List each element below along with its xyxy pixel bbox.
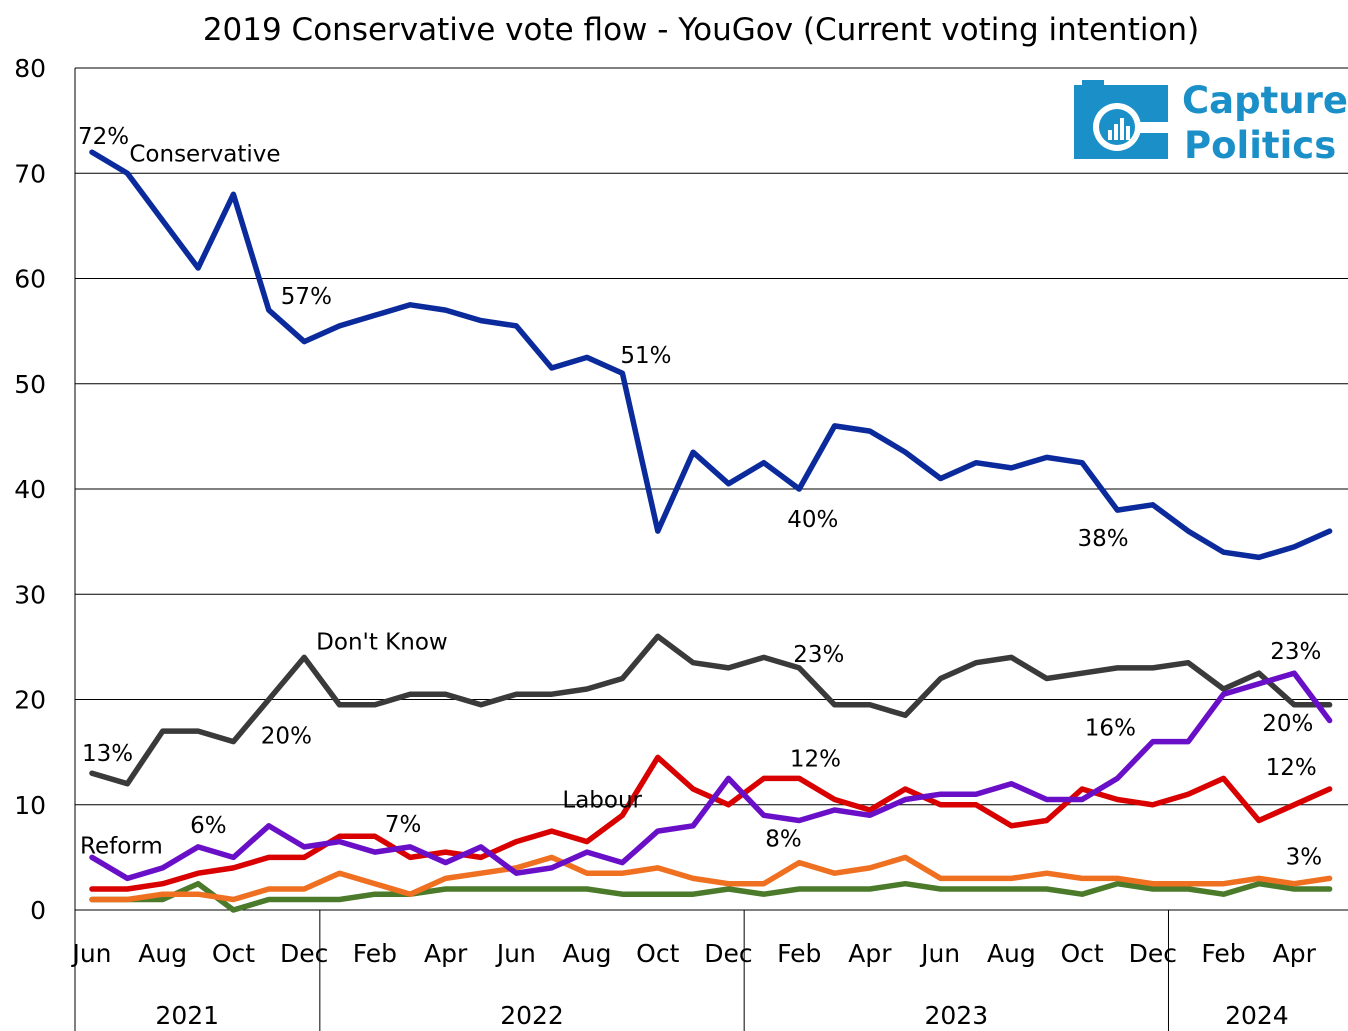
data-label: 13% xyxy=(82,741,133,767)
series-line-series-5 xyxy=(89,880,1333,913)
y-tick-label: 60 xyxy=(14,265,46,294)
x-tick-label: Apr xyxy=(424,939,468,968)
data-label: 23% xyxy=(1270,639,1321,665)
data-label: 23% xyxy=(793,642,844,668)
y-tick-label: 50 xyxy=(14,370,46,399)
data-label: 8% xyxy=(765,827,802,853)
x-tick-label: Aug xyxy=(138,939,187,968)
x-tick-label: Jun xyxy=(919,939,960,968)
logo: Capture Politics xyxy=(1074,79,1348,167)
x-tick-label: Feb xyxy=(1201,939,1245,968)
chart-title: 2019 Conservative vote flow - YouGov (Cu… xyxy=(203,12,1199,48)
series-line-labour xyxy=(89,754,1333,892)
y-tick-label: 30 xyxy=(14,580,46,609)
x-year-label: 2024 xyxy=(1225,1001,1289,1030)
data-label: 6% xyxy=(190,813,227,839)
y-tick-label: 10 xyxy=(14,791,46,820)
x-year-label: 2022 xyxy=(500,1001,564,1030)
series-lines xyxy=(89,149,1333,913)
data-label: 3% xyxy=(1286,844,1323,870)
data-label: 12% xyxy=(1266,755,1317,781)
data-label: 20% xyxy=(261,724,312,750)
data-label: Reform xyxy=(80,833,163,859)
x-tick-label: Apr xyxy=(1273,939,1317,968)
x-tick-label: Oct xyxy=(1060,939,1103,968)
data-label: 20% xyxy=(1262,711,1313,737)
data-label: Conservative xyxy=(129,141,280,167)
data-label: 12% xyxy=(790,746,841,772)
x-tick-label: Dec xyxy=(704,939,752,968)
data-label: 57% xyxy=(281,284,332,310)
y-tick-label: 20 xyxy=(14,686,46,715)
y-axis-ticks: 0 10 20 30 40 50 60 70 80 xyxy=(14,54,46,925)
data-label: Don't Know xyxy=(316,629,448,655)
logo-line2: Politics xyxy=(1184,124,1336,167)
y-tick-label: 40 xyxy=(14,475,46,504)
series-line-series-4 xyxy=(89,854,1333,903)
magnifier-chart-icon xyxy=(1074,80,1169,159)
data-label: 38% xyxy=(1077,526,1128,552)
data-label: Labour xyxy=(562,787,642,813)
x-year-label: 2021 xyxy=(155,1001,219,1030)
logo-line1: Capture xyxy=(1182,79,1348,122)
y-tick-label: 70 xyxy=(14,159,46,188)
x-tick-label: Dec xyxy=(1129,939,1177,968)
x-tick-label: Dec xyxy=(280,939,328,968)
data-label: 16% xyxy=(1085,716,1136,742)
series-line-don-t-know xyxy=(89,633,1333,787)
data-labels: 72%Conservative 57% 51% 40% 38% Don't Know 13%… xyxy=(78,124,1322,870)
series-line-conservative xyxy=(89,149,1333,561)
series-line-reform xyxy=(89,670,1333,882)
data-label: 7% xyxy=(385,812,422,838)
x-tick-label: Aug xyxy=(987,939,1036,968)
x-tick-label: Feb xyxy=(353,939,397,968)
data-label: 51% xyxy=(620,343,671,369)
x-tick-label: Jun xyxy=(70,939,111,968)
x-tick-label: Apr xyxy=(848,939,892,968)
data-label: 40% xyxy=(787,507,838,533)
x-tick-label: Oct xyxy=(212,939,255,968)
x-tick-label: Feb xyxy=(777,939,821,968)
x-tick-label: Jun xyxy=(495,939,536,968)
y-tick-label: 80 xyxy=(14,54,46,83)
y-tick-label: 0 xyxy=(30,896,46,925)
x-year-label: 2023 xyxy=(925,1001,989,1030)
data-label: 72% xyxy=(78,124,129,150)
x-tick-label: Aug xyxy=(563,939,612,968)
x-axis: Jun Aug Oct Dec Feb Apr Jun Aug Oct Dec Feb Apr Jun A… xyxy=(70,910,1317,1031)
x-tick-label: Oct xyxy=(636,939,679,968)
